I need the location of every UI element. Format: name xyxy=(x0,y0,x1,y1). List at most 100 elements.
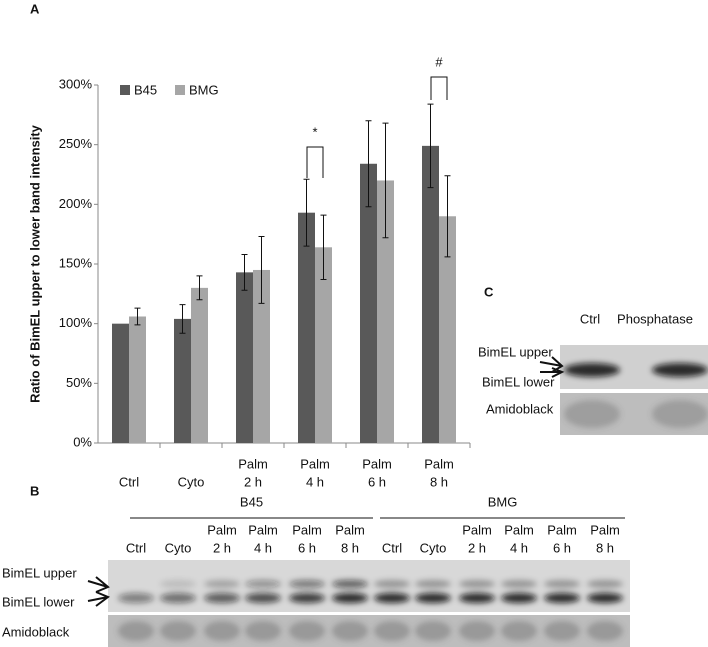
lane-label: Palm xyxy=(590,522,620,537)
y-tick-label: 250% xyxy=(59,136,93,151)
band xyxy=(245,593,281,603)
x-tick-label: Palm xyxy=(424,456,454,471)
group-label: B45 xyxy=(240,494,263,509)
bands xyxy=(118,363,708,641)
arrows xyxy=(87,356,565,607)
lane-label: Palm xyxy=(462,522,492,537)
error-bar xyxy=(365,120,372,208)
x-tick-label: Cyto xyxy=(178,474,205,489)
error-bar xyxy=(241,253,248,291)
band xyxy=(564,363,620,377)
y-tick-label: 200% xyxy=(59,196,93,211)
lane-label: Palm xyxy=(292,522,322,537)
annotation: * xyxy=(312,124,317,139)
band xyxy=(564,400,620,428)
blot xyxy=(108,560,630,612)
band xyxy=(289,621,325,641)
bar xyxy=(129,316,146,443)
bar xyxy=(112,323,129,443)
band xyxy=(544,593,580,603)
error-bar xyxy=(382,122,389,239)
x-tick-label: Ctrl xyxy=(119,474,139,489)
lane-label: 6 h xyxy=(298,540,316,555)
lane-label: Cyto xyxy=(165,540,192,555)
panel-label: B xyxy=(30,483,39,498)
band xyxy=(459,593,495,603)
x-tick-label: 4 h xyxy=(306,474,324,489)
error-bar xyxy=(196,275,203,301)
bar xyxy=(191,287,208,443)
band xyxy=(332,580,368,588)
band xyxy=(415,580,451,588)
lane-label: Palm xyxy=(335,522,365,537)
bar xyxy=(439,216,456,443)
row-label: Amidoblack xyxy=(486,401,554,416)
band xyxy=(374,621,410,641)
lane-label: Palm xyxy=(547,522,577,537)
x-tick-label: Palm xyxy=(300,456,330,471)
y-tick-label: 50% xyxy=(66,375,92,390)
legend-swatch xyxy=(120,85,130,95)
lane-label: 4 h xyxy=(254,540,272,555)
error-bar xyxy=(427,103,434,189)
bar xyxy=(360,163,377,443)
row-label: BimEL upper xyxy=(478,344,553,359)
band xyxy=(332,621,368,641)
row-label: BimEL lower xyxy=(2,594,75,609)
y-tick-label: 300% xyxy=(59,76,93,91)
lane-label: 8 h xyxy=(341,540,359,555)
band xyxy=(160,621,196,641)
panel-label: C xyxy=(484,284,494,299)
band xyxy=(332,593,368,603)
band xyxy=(374,580,410,588)
band xyxy=(501,621,537,641)
band xyxy=(160,580,196,588)
bar xyxy=(298,212,315,443)
x-tick-label: Palm xyxy=(362,456,392,471)
band xyxy=(374,593,410,603)
band xyxy=(118,593,154,603)
error-bar xyxy=(303,178,310,247)
panel-label: A xyxy=(30,1,40,16)
bar xyxy=(422,145,439,444)
lane-label: 6 h xyxy=(553,540,571,555)
band xyxy=(459,580,495,588)
lane-label: Ctrl xyxy=(580,311,600,326)
y-tick-label: 0% xyxy=(73,434,92,449)
significance-bracket xyxy=(430,76,448,100)
lane-label: Phosphatase xyxy=(617,311,693,326)
legend-label: B45 xyxy=(134,82,157,97)
band xyxy=(652,400,708,428)
band xyxy=(160,593,196,603)
error-bar xyxy=(134,307,141,326)
x-tick-label: Palm xyxy=(238,456,268,471)
lane-label: Palm xyxy=(504,522,534,537)
group-label: BMG xyxy=(488,494,518,509)
band xyxy=(587,593,623,603)
lane-label: 4 h xyxy=(510,540,528,555)
annotation: # xyxy=(435,54,443,69)
lane-label: 8 h xyxy=(596,540,614,555)
bar xyxy=(377,180,394,443)
band xyxy=(501,593,537,603)
bar xyxy=(174,318,191,443)
band xyxy=(415,593,451,603)
row-label: BimEL upper xyxy=(2,565,77,580)
x-tick-label: 8 h xyxy=(430,474,448,489)
band xyxy=(587,621,623,641)
band xyxy=(652,363,708,377)
band xyxy=(289,580,325,588)
band xyxy=(204,593,240,603)
lane-label: Ctrl xyxy=(126,540,146,555)
band xyxy=(204,621,240,641)
lane-label: Palm xyxy=(248,522,278,537)
error-bar xyxy=(320,214,327,281)
row-label: Amidoblack xyxy=(2,624,70,639)
y-axis-title: Ratio of BimEL upper to lower band inten… xyxy=(27,124,42,403)
bar xyxy=(236,272,253,443)
lane-label: Palm xyxy=(207,522,237,537)
band xyxy=(289,593,325,603)
significance-bracket xyxy=(306,146,324,178)
band xyxy=(118,621,154,641)
